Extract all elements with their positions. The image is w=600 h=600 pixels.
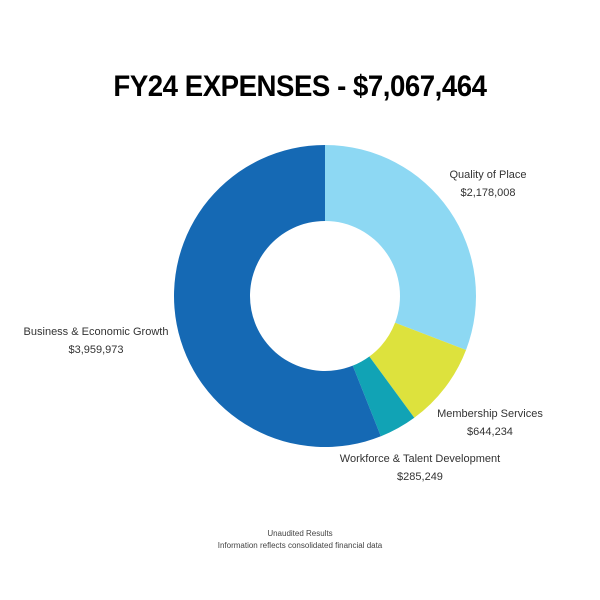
slice-value-label: $644,234 [467,426,513,438]
slice-value-label: $285,249 [397,471,443,483]
slice-membership-services [369,322,467,418]
chart-title: FY24 EXPENSES - $7,067,464 [113,70,487,103]
slice-labels: Quality of Place $2,178,008 Membership Ser… [24,169,544,483]
slice-quality-of-place [325,145,476,350]
footnote-consolidated: Information reflects consolidated financ… [217,541,383,550]
slice-name-label: Membership Services [437,408,543,420]
slice-value-label: $3,959,973 [68,344,123,356]
slice-name-label: Quality of Place [449,169,526,181]
slice-business-economic-growth [173,145,381,447]
slice-value-label: $2,178,008 [460,187,515,199]
footnote-unaudited: Unaudited Results [267,529,333,538]
donut-slices [173,145,476,447]
slice-name-label: Workforce & Talent Development [340,453,500,465]
slice-workforce-talent-development [352,356,415,437]
slice-name-label: Business & Economic Growth [24,326,169,338]
